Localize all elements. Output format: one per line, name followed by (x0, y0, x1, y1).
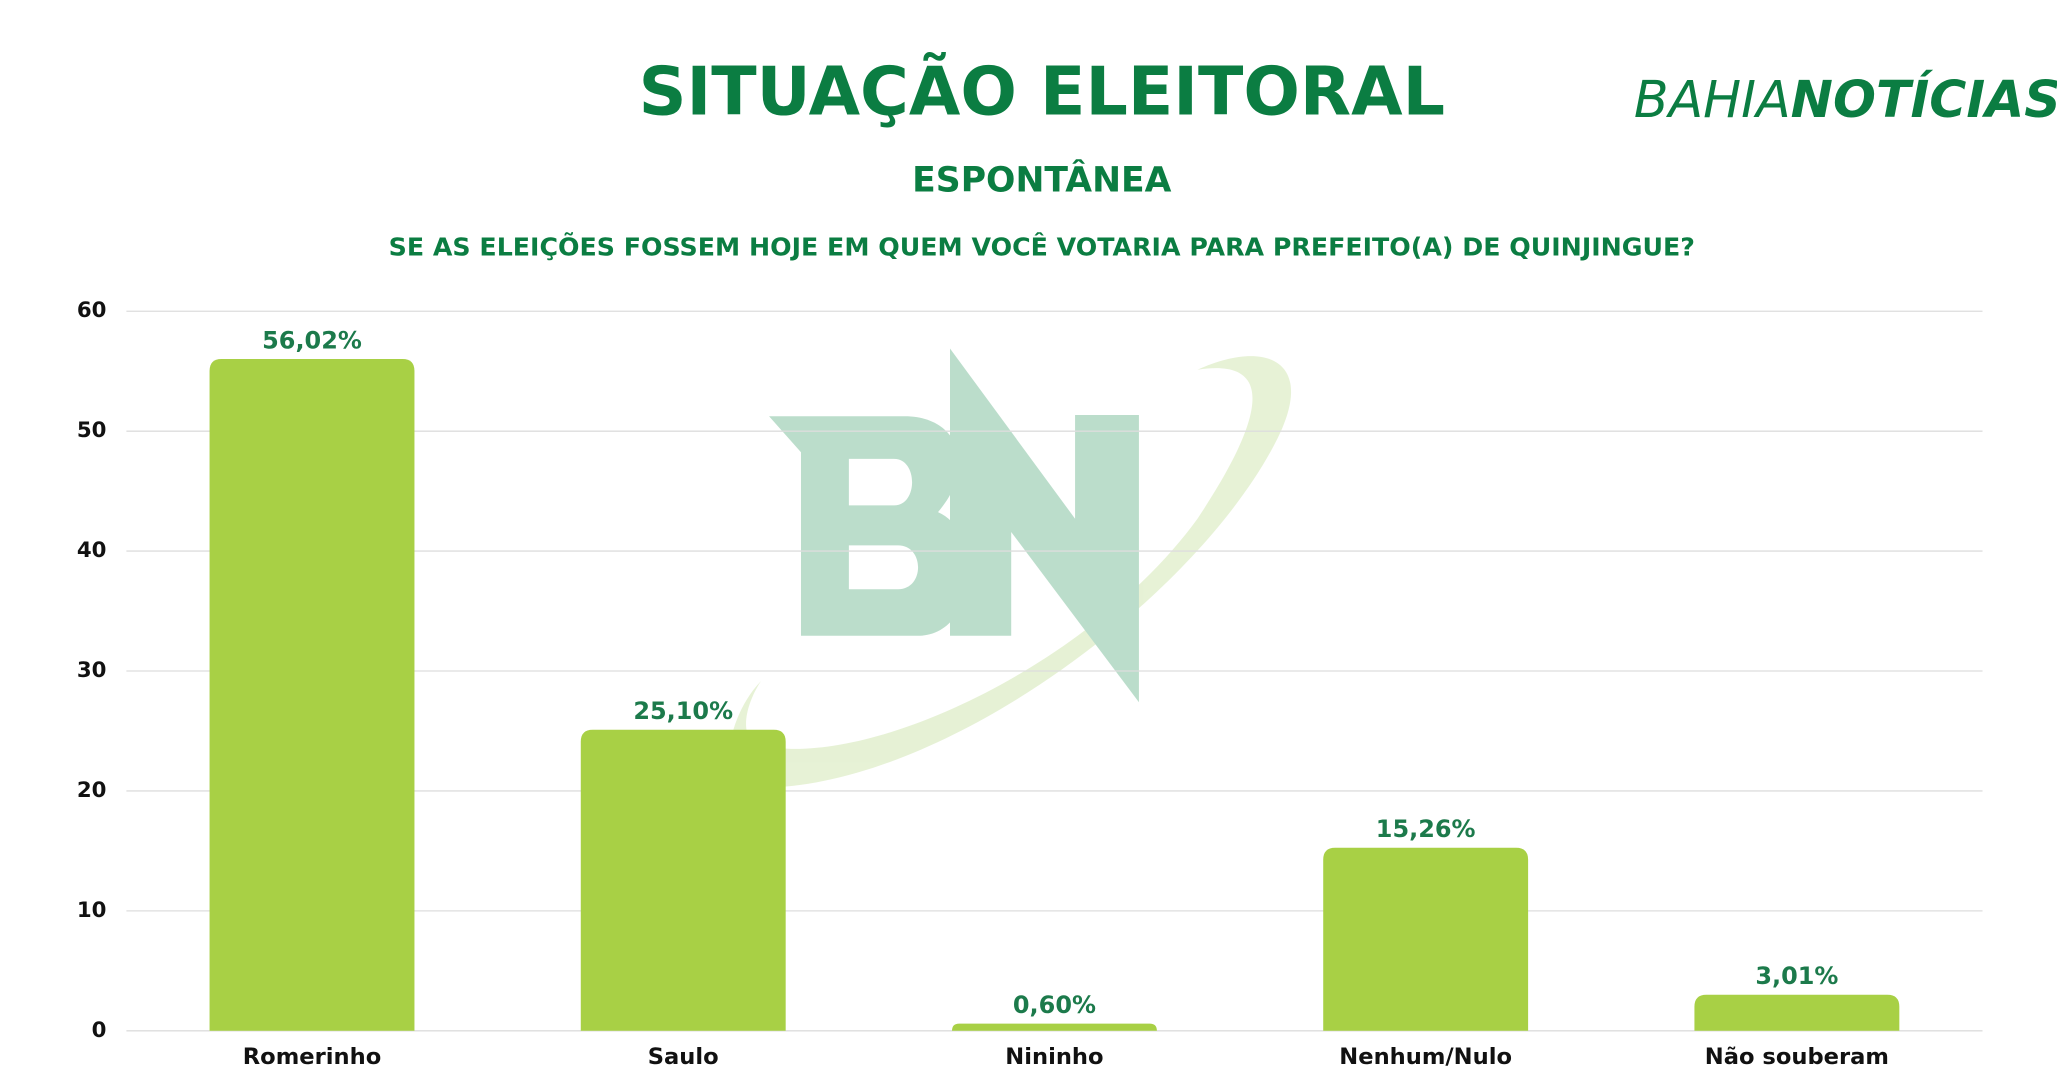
bar (1694, 994, 1900, 1031)
y-tick-label: 0 (92, 1018, 107, 1043)
chart-subtitle: ESPONTÂNEA (912, 160, 1171, 201)
y-tick-label: 30 (77, 658, 107, 683)
chart-title: SITUAÇÃO ELEITORAL (639, 52, 1445, 130)
logo-right: NOTÍCIAS (1791, 70, 2057, 129)
y-tick-label: 10 (77, 898, 107, 923)
bar (951, 1023, 1157, 1031)
bar (209, 358, 415, 1031)
value-label: 3,01% (1755, 962, 1838, 990)
y-tick-label: 50 (77, 418, 107, 443)
x-tick-label: Nininho (1005, 1044, 1103, 1070)
x-tick-label: Romerinho (243, 1044, 381, 1070)
y-tick-label: 20 (77, 778, 107, 803)
bar (580, 729, 786, 1031)
x-tick-label: Nenhum/Nulo (1339, 1044, 1512, 1070)
x-tick-label: Não souberam (1705, 1044, 1889, 1070)
y-tick-label: 60 (77, 298, 107, 323)
logo-left: BAHIA (1634, 70, 1791, 129)
value-label: 0,60% (1013, 991, 1096, 1019)
bar (1323, 847, 1529, 1031)
logo: BAHIANOTÍCIAS (1634, 70, 2057, 129)
chart-question: SE AS ELEIÇÕES FOSSEM HOJE EM QUEM VOCÊ … (389, 231, 1695, 261)
x-tick-label: Saulo (648, 1044, 719, 1070)
watermark (728, 348, 1292, 788)
value-label: 56,02% (262, 326, 362, 354)
value-label: 25,10% (633, 697, 733, 725)
y-tick-label: 40 (77, 538, 107, 563)
value-label: 15,26% (1376, 815, 1476, 843)
